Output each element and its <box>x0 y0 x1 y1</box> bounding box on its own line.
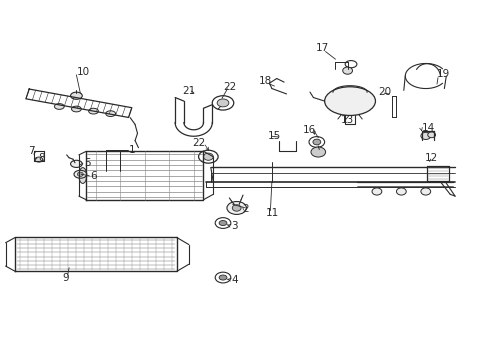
Ellipse shape <box>421 132 431 139</box>
Text: 13: 13 <box>341 116 354 126</box>
Ellipse shape <box>71 92 82 99</box>
Text: 17: 17 <box>316 43 329 53</box>
Ellipse shape <box>203 153 213 160</box>
Ellipse shape <box>54 104 64 109</box>
Ellipse shape <box>227 202 246 215</box>
Ellipse shape <box>343 67 352 74</box>
Text: 8: 8 <box>38 153 45 163</box>
Text: 1: 1 <box>129 144 136 154</box>
Text: 22: 22 <box>223 82 237 93</box>
Text: 3: 3 <box>231 221 238 231</box>
Ellipse shape <box>325 87 375 116</box>
Text: 18: 18 <box>259 76 272 86</box>
Text: 4: 4 <box>231 275 238 285</box>
Text: 9: 9 <box>62 273 69 283</box>
Text: 16: 16 <box>303 125 316 135</box>
Ellipse shape <box>219 275 227 280</box>
Ellipse shape <box>72 106 81 112</box>
Text: 15: 15 <box>268 131 281 141</box>
Text: 12: 12 <box>425 153 438 163</box>
Ellipse shape <box>428 132 436 138</box>
Ellipse shape <box>89 108 98 114</box>
Ellipse shape <box>217 99 229 107</box>
Text: 5: 5 <box>84 158 90 168</box>
Ellipse shape <box>372 188 382 195</box>
Ellipse shape <box>396 188 406 195</box>
Ellipse shape <box>313 139 321 145</box>
Ellipse shape <box>71 160 82 167</box>
Text: 2: 2 <box>243 204 249 215</box>
Text: 19: 19 <box>437 69 450 79</box>
Ellipse shape <box>311 147 326 157</box>
Ellipse shape <box>77 172 83 176</box>
Text: 11: 11 <box>266 208 279 218</box>
Ellipse shape <box>232 205 241 211</box>
Text: 14: 14 <box>422 123 435 132</box>
Ellipse shape <box>106 111 116 117</box>
Text: 10: 10 <box>77 67 90 77</box>
Text: 7: 7 <box>28 146 35 156</box>
Text: 6: 6 <box>90 171 97 181</box>
Text: 21: 21 <box>182 86 196 96</box>
Ellipse shape <box>79 168 87 183</box>
Text: 20: 20 <box>378 87 391 98</box>
Ellipse shape <box>421 188 431 195</box>
Text: 22: 22 <box>192 138 205 148</box>
Ellipse shape <box>74 170 87 178</box>
Ellipse shape <box>35 157 43 162</box>
Ellipse shape <box>219 221 227 226</box>
